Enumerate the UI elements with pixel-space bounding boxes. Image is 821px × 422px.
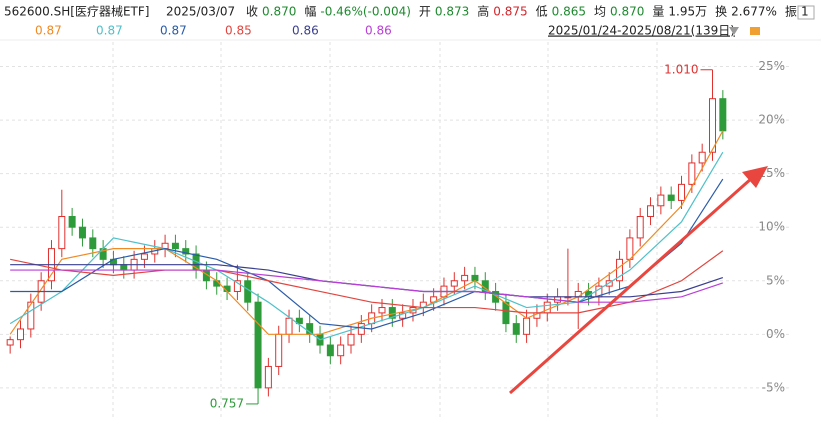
candle-body <box>233 280 241 292</box>
candle-body <box>616 258 624 282</box>
candle-body <box>264 365 272 389</box>
candle-body <box>657 194 665 207</box>
quote-label: 高 <box>477 4 489 19</box>
candle-body <box>337 344 345 357</box>
y-tick-label: -5% <box>762 380 785 394</box>
legend-entry: 0.87 <box>96 24 123 38</box>
candle-body <box>471 274 479 282</box>
quote-label: 幅 <box>304 4 316 19</box>
candle-body <box>27 301 35 330</box>
candle-body <box>357 323 365 335</box>
dropdown-icon[interactable] <box>729 27 739 35</box>
candle-body <box>688 162 696 185</box>
legend-entry: 0.87 <box>160 24 187 38</box>
candle-body <box>89 237 97 250</box>
candle-body <box>543 301 551 314</box>
quote-value: -0.46%(-0.004) <box>320 5 411 19</box>
candle-body <box>244 280 252 303</box>
candle-body <box>719 98 727 132</box>
candle-body <box>678 183 686 201</box>
candle-body <box>326 344 334 357</box>
quote-label: 开 <box>419 5 431 19</box>
candle-body <box>378 307 386 314</box>
lock-icon[interactable] <box>750 27 760 35</box>
candle-body <box>709 98 717 153</box>
trend-arrow <box>509 176 753 395</box>
candle-body <box>182 248 190 255</box>
candle-body <box>512 323 520 335</box>
quote-value: 2.677% <box>731 5 777 19</box>
annotation: 0.757 <box>210 396 244 410</box>
candle-body <box>120 264 128 271</box>
candle-body <box>58 216 66 250</box>
y-tick-label: 20% <box>758 113 785 127</box>
ma-line <box>9 130 724 335</box>
candle-body <box>254 301 262 389</box>
y-tick-label: 5% <box>766 273 785 287</box>
ma-line <box>10 178 724 330</box>
wp-icon[interactable] <box>797 5 815 20</box>
candle-body <box>78 226 86 239</box>
candle-body <box>636 216 644 239</box>
y-tick-label: 10% <box>758 220 785 234</box>
quote-label: 均 <box>594 5 606 19</box>
candle-body <box>502 301 510 325</box>
quote-value: 0.870 <box>262 5 296 19</box>
legend-entry: 0.85 <box>225 24 252 38</box>
quote-value: 0.875 <box>493 5 527 19</box>
legend-entry: 0.86 <box>292 24 319 38</box>
quote-value: 0.873 <box>435 5 469 19</box>
candle-body <box>626 237 634 260</box>
candle-body <box>667 194 675 201</box>
quote-label: 收 <box>246 5 258 19</box>
candle-body <box>698 151 706 164</box>
date: 2025/03/07 <box>166 5 235 19</box>
legend-entry: 0.87 <box>35 24 62 38</box>
quote-label: 量 <box>652 5 664 19</box>
date-range[interactable]: 2025/01/24-2025/08/21(139日) <box>548 24 735 38</box>
candle-body <box>6 339 14 346</box>
candle-body <box>140 253 148 260</box>
candle-body <box>295 317 303 325</box>
quote-value: 0.870 <box>610 5 644 19</box>
quote-value: 1.95万 <box>668 5 707 19</box>
candle-body <box>171 242 179 250</box>
candle-body <box>347 333 355 346</box>
candle-body <box>492 290 500 303</box>
ma-line <box>10 250 724 314</box>
quote-label: 振 <box>785 5 797 19</box>
candle-body <box>523 317 531 335</box>
candle-body <box>399 312 407 319</box>
quote-label: 低 <box>536 5 548 19</box>
candle-body <box>450 280 458 287</box>
candle-body <box>68 216 76 228</box>
candle-body <box>275 333 283 367</box>
y-tick-label: 0% <box>766 327 785 341</box>
legend-entry: 0.86 <box>365 24 392 38</box>
chart-title: 562600.SH[医疗器械ETF] <box>4 4 149 19</box>
quote-label: 换 <box>715 5 727 19</box>
y-tick-label: 25% <box>758 59 785 73</box>
trend-arrowhead <box>742 166 768 188</box>
annotation: 1.010 <box>664 62 698 76</box>
candle-body <box>461 274 469 282</box>
candle-body <box>16 328 24 341</box>
quote-value: 1 <box>801 5 809 19</box>
candle-body <box>647 205 655 218</box>
quote-value: 0.865 <box>552 5 586 19</box>
ma-line <box>9 151 724 341</box>
candle-body <box>285 317 293 335</box>
